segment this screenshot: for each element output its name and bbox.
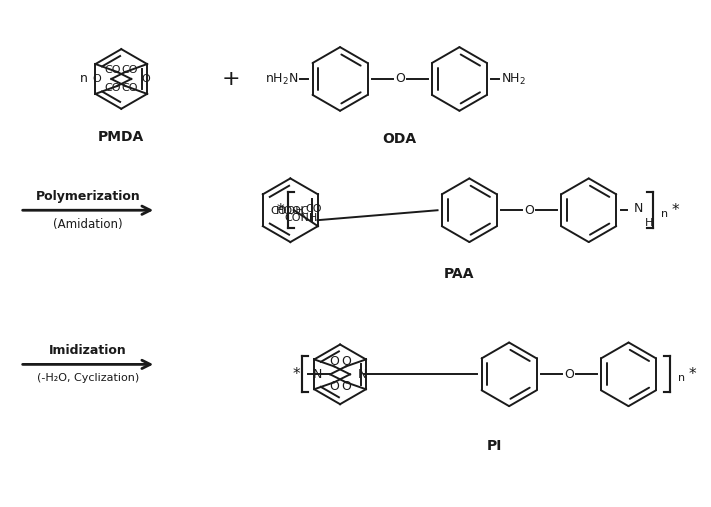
Text: *: *: [671, 203, 679, 218]
Text: O: O: [92, 74, 102, 84]
Text: CO: CO: [105, 65, 122, 75]
Text: O: O: [341, 380, 351, 393]
Text: O: O: [141, 74, 150, 84]
Text: PI: PI: [486, 439, 502, 453]
Text: HOOC: HOOC: [277, 206, 310, 216]
Text: CO: CO: [122, 65, 138, 75]
Text: O: O: [329, 380, 339, 393]
Text: O: O: [329, 355, 339, 369]
Text: NH$_2$: NH$_2$: [501, 71, 526, 87]
Text: COOH: COOH: [271, 206, 304, 216]
Text: PMDA: PMDA: [98, 130, 144, 143]
Text: *: *: [688, 367, 696, 382]
Text: CO: CO: [105, 83, 122, 93]
Text: H: H: [644, 218, 653, 228]
Text: CONH: CONH: [284, 213, 318, 223]
Text: ODA: ODA: [383, 132, 417, 146]
Text: Polymerization: Polymerization: [36, 190, 140, 203]
Text: O: O: [524, 204, 534, 216]
Text: (Amidation): (Amidation): [53, 218, 123, 231]
Text: *: *: [292, 367, 300, 382]
Text: n: n: [661, 209, 668, 219]
Text: n: n: [80, 73, 87, 86]
Text: *: *: [277, 203, 284, 218]
Text: nH$_2$N: nH$_2$N: [264, 71, 299, 87]
Text: O: O: [564, 368, 574, 381]
Text: O: O: [341, 355, 351, 369]
Text: PAA: PAA: [444, 267, 475, 281]
Text: N: N: [313, 368, 322, 381]
Text: (-H₂O, Cyclization): (-H₂O, Cyclization): [37, 373, 139, 383]
Text: N: N: [358, 368, 368, 381]
Text: Imidization: Imidization: [49, 344, 127, 357]
Text: CO: CO: [122, 83, 138, 93]
Text: O: O: [395, 73, 405, 86]
Text: n: n: [678, 373, 685, 383]
Text: +: +: [221, 69, 240, 89]
Text: N: N: [634, 202, 643, 215]
Text: CO: CO: [306, 204, 322, 214]
